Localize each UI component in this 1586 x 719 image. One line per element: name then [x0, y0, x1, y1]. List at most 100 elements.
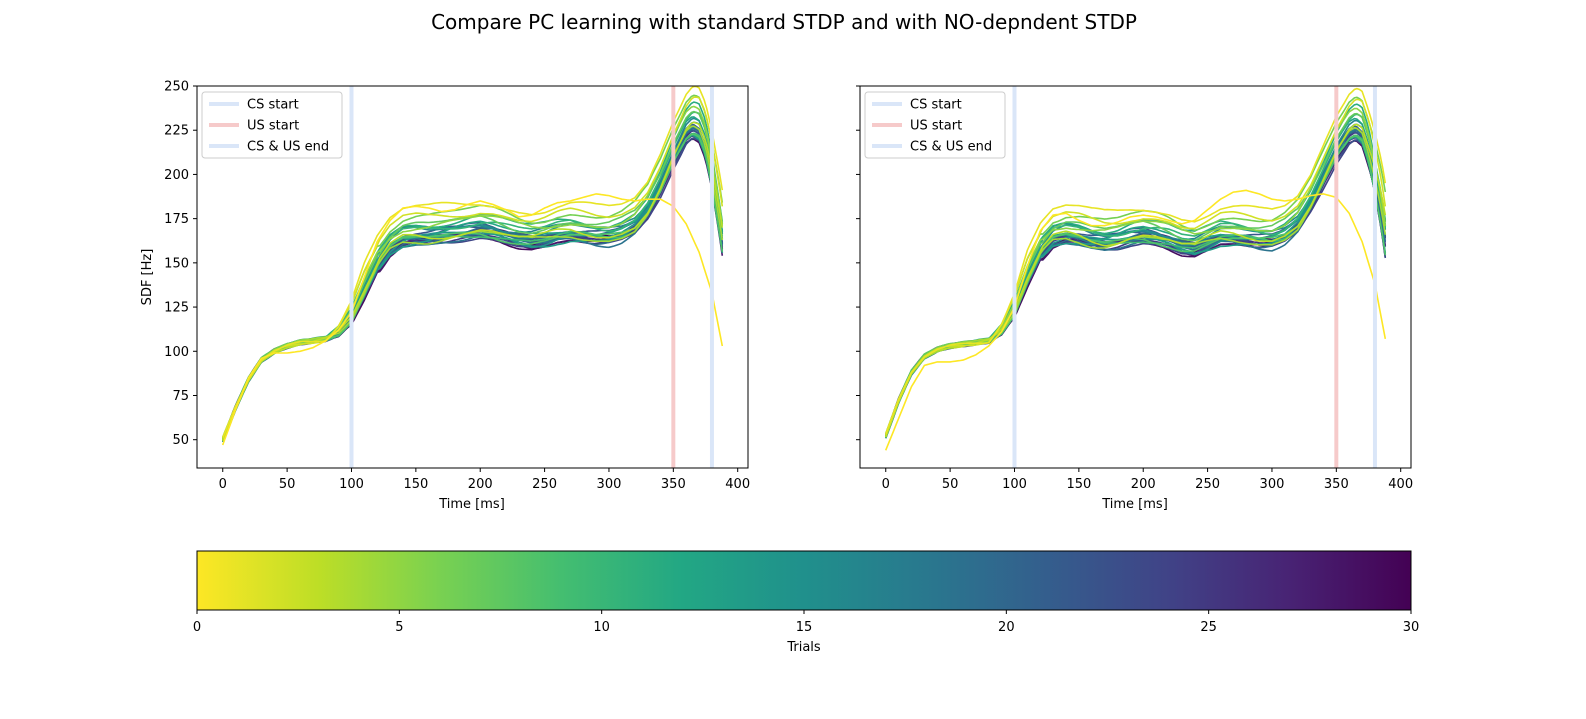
right-x-tick-label: 100 — [1002, 477, 1027, 492]
colorbar: 0 5 10 15 20 25 30 Trials — [193, 550, 1419, 655]
colorbar-tick-label: 0 — [193, 620, 201, 635]
left-trial-line-17 — [221, 126, 724, 439]
left-event-markers — [349, 86, 714, 468]
right-trial-line-3 — [884, 123, 1387, 438]
right-x-tick-label: 0 — [882, 477, 890, 492]
left-trial-line-3 — [221, 121, 724, 441]
right-legend-label: CS & US end — [910, 140, 992, 155]
left-y-tick-label: 125 — [164, 301, 189, 316]
right-trial-line-5 — [884, 107, 1387, 437]
left-y-tick-label: 250 — [164, 80, 189, 95]
left-trial-line-19 — [221, 127, 724, 443]
right-y-ticks — [856, 85, 860, 441]
colorbar-label: Trials — [786, 640, 821, 655]
right-trial-line-20 — [884, 125, 1387, 439]
left-y-tick-label: 100 — [164, 345, 189, 360]
colorbar-tick-label: 15 — [796, 620, 813, 635]
left-legend: CS start US start CS & US end — [201, 91, 343, 159]
right-trial-lines — [884, 87, 1387, 451]
left-trial-line-8 — [221, 133, 724, 440]
right-trial-line-15 — [884, 123, 1387, 437]
left-x-axis-label: Time [ms] — [438, 497, 505, 512]
left-trial-line-10 — [221, 111, 724, 440]
left-y-tick-label: 150 — [164, 256, 189, 271]
right-x-ticks: 0 50 100 150 200 250 300 350 400 — [882, 468, 1413, 492]
left-y-tick-label: 225 — [164, 124, 189, 139]
right-trial-line-12 — [884, 117, 1387, 439]
left-trial-line-4 — [221, 125, 724, 441]
left-trial-line-18 — [221, 132, 724, 440]
left-x-tick-label: 0 — [219, 477, 227, 492]
right-x-axis-label: Time [ms] — [1101, 497, 1168, 512]
colorbar-gradient — [196, 550, 1412, 611]
colorbar-ticks: 0 5 10 15 20 25 30 — [193, 610, 1419, 635]
left-trial-line-0 — [221, 193, 724, 446]
right-x-tick-label: 200 — [1131, 477, 1156, 492]
left-axes-frame — [196, 85, 749, 469]
right-x-tick-label: 50 — [942, 477, 959, 492]
right-trial-line-16 — [884, 119, 1387, 437]
right-trial-line-7 — [884, 112, 1387, 438]
figure-title: Compare PC learning with standard STDP a… — [431, 10, 1137, 34]
right-legend-label: US start — [910, 119, 962, 134]
left-trial-line-25 — [221, 126, 724, 440]
left-legend-label: CS start — [247, 98, 299, 113]
left-x-tick-label: 50 — [279, 477, 296, 492]
left-y-tick-label: 175 — [164, 212, 189, 227]
right-trial-line-8 — [884, 135, 1387, 436]
left-y-axis-label: SDF [Hz] — [140, 249, 155, 306]
colorbar-tick-label: 5 — [395, 620, 403, 635]
left-y-ticks: 50 75 100 125 150 175 200 225 250 — [164, 80, 197, 448]
left-x-ticks: 0 50 100 150 200 250 300 350 400 — [219, 468, 750, 492]
right-trial-line-10 — [884, 113, 1387, 436]
colorbar-tick-label: 25 — [1200, 620, 1217, 635]
right-x-tick-label: 150 — [1066, 477, 1091, 492]
right-x-tick-label: 300 — [1260, 477, 1285, 492]
right-trial-line-18 — [884, 134, 1387, 437]
left-trial-line-21 — [221, 129, 724, 439]
right-trial-line-9 — [884, 134, 1387, 434]
left-y-tick-label: 200 — [164, 168, 189, 183]
right-trial-line-14 — [884, 136, 1387, 436]
right-event-markers — [1012, 86, 1377, 468]
left-trial-line-2 — [221, 96, 724, 439]
left-legend-box — [201, 91, 343, 159]
colorbar-tick-label: 20 — [998, 620, 1015, 635]
right-panel: 0 50 100 150 200 250 300 350 400 Time [ms] CS st… — [856, 85, 1413, 512]
right-trial-line-13 — [884, 136, 1387, 437]
right-legend-label: CS start — [910, 98, 962, 113]
left-trial-lines — [221, 86, 724, 446]
right-x-tick-label: 250 — [1195, 477, 1220, 492]
right-legend-box — [864, 91, 1006, 159]
left-legend-label: CS & US end — [247, 140, 329, 155]
left-x-tick-label: 100 — [339, 477, 364, 492]
left-trial-line-26 — [221, 129, 724, 440]
left-x-tick-label: 200 — [468, 477, 493, 492]
left-x-tick-label: 300 — [597, 477, 622, 492]
right-x-tick-label: 400 — [1388, 477, 1413, 492]
left-legend-label: US start — [247, 119, 299, 134]
right-trial-line-0 — [884, 189, 1387, 451]
left-trial-line-16 — [221, 117, 724, 440]
right-axes-frame — [859, 85, 1412, 469]
left-x-tick-label: 350 — [661, 477, 686, 492]
left-panel: 0 50 100 150 200 250 300 350 400 50 75 100 125 150 17… — [140, 80, 750, 513]
left-x-tick-label: 400 — [725, 477, 750, 492]
left-y-tick-label: 75 — [172, 389, 189, 404]
right-trial-line-1 — [884, 87, 1387, 435]
right-trial-line-2 — [884, 98, 1387, 436]
colorbar-tick-label: 10 — [593, 620, 610, 635]
left-trial-line-24 — [221, 129, 724, 441]
right-trial-line-27 — [884, 136, 1387, 438]
left-trial-line-1 — [221, 86, 724, 438]
left-trial-line-7 — [221, 110, 724, 442]
left-trial-line-12 — [221, 116, 724, 442]
left-x-tick-label: 250 — [532, 477, 557, 492]
left-trial-line-20 — [221, 124, 724, 442]
right-legend: CS start US start CS & US end — [864, 91, 1006, 159]
right-x-tick-label: 350 — [1324, 477, 1349, 492]
left-x-tick-label: 150 — [403, 477, 428, 492]
left-trial-line-5 — [221, 105, 724, 440]
colorbar-tick-label: 30 — [1403, 620, 1420, 635]
